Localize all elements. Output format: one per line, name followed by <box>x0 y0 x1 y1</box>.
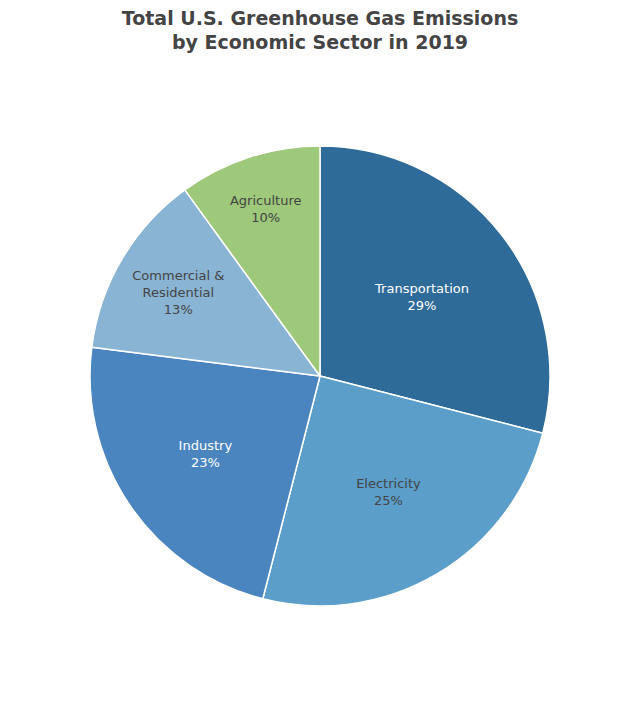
svg-text:Industry23%: Industry23% <box>179 438 233 470</box>
svg-text:Agriculture10%: Agriculture10% <box>230 193 302 225</box>
svg-text:Transportation29%: Transportation29% <box>374 281 469 313</box>
svg-text:Total U.S. Greenhouse Gas Emis: Total U.S. Greenhouse Gas Emissionsby Ec… <box>122 7 519 54</box>
svg-text:Commercial &Residential13%: Commercial &Residential13% <box>132 268 224 317</box>
svg-text:Electricity25%: Electricity25% <box>356 476 421 508</box>
